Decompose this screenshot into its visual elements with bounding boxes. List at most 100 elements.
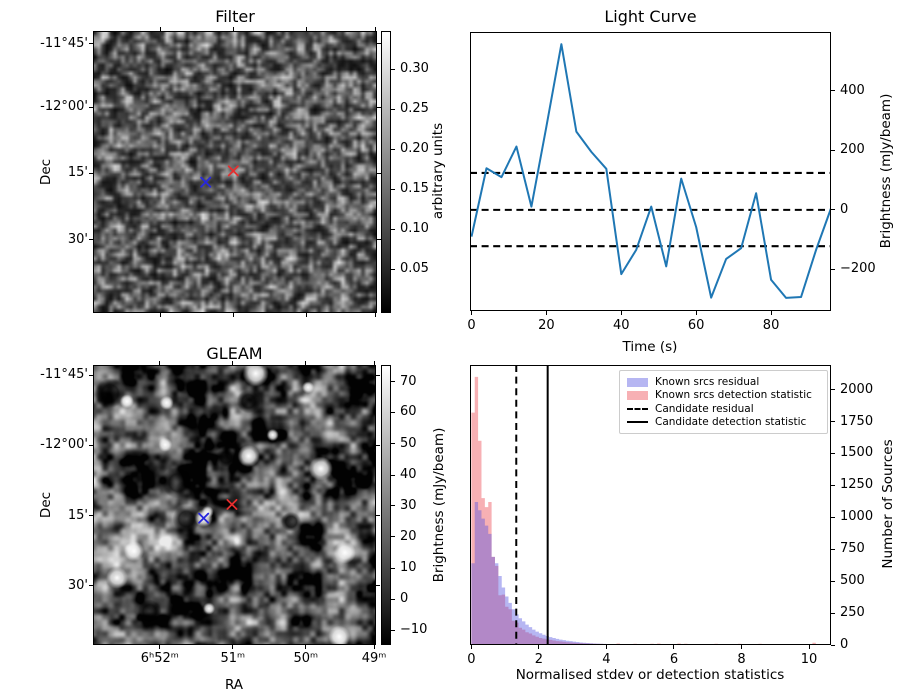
filter-dec-tick bbox=[89, 106, 93, 108]
light-curve-x-tick-label: 20 bbox=[538, 318, 555, 333]
histogram-y-tick-label: 1500 bbox=[840, 445, 874, 461]
light-curve-y-tick-label: 0 bbox=[840, 201, 849, 217]
gleam-ra-tick bbox=[159, 645, 161, 649]
filter-dec-tick bbox=[89, 239, 93, 241]
filter-colorbar-tick-label: 0.15 bbox=[400, 181, 429, 197]
histogram-x-tick-label: 2 bbox=[534, 652, 544, 667]
filter-ra-tick bbox=[159, 313, 161, 317]
histogram-y-tick-label: 250 bbox=[840, 604, 865, 620]
light-curve-x-tick bbox=[695, 311, 697, 315]
filter-colorbar-tick-label: 0.25 bbox=[400, 101, 429, 117]
legend-swatch-known-residual bbox=[627, 377, 648, 387]
filter-colorbar-tick bbox=[391, 148, 395, 150]
histogram-y-tick-label: 1750 bbox=[840, 413, 874, 429]
filter-colorbar-tick-label: 0.05 bbox=[400, 261, 429, 277]
histogram-xlabel: Normalised stdev or detection statistics bbox=[515, 667, 785, 683]
gleam-dec-tick bbox=[376, 585, 380, 587]
gleam-xlabel: RA bbox=[224, 677, 244, 693]
legend-label-candidate-detection: Candidate detection statistic bbox=[655, 415, 807, 428]
histogram-y-tick bbox=[831, 580, 835, 582]
light-curve-axes-border bbox=[470, 32, 831, 311]
filter-ra-tick bbox=[232, 313, 234, 317]
legend-swatch-candidate-residual bbox=[627, 407, 648, 410]
legend-item-known-residual: Known srcs residual bbox=[627, 376, 820, 388]
gleam-dec-tick bbox=[89, 374, 93, 376]
histogram-y-tick bbox=[831, 389, 835, 391]
gleam-colorbar-tick bbox=[391, 474, 395, 476]
histogram-x-tick bbox=[605, 645, 607, 649]
gleam-colorbar-tick-label: 50 bbox=[400, 435, 417, 451]
filter-colorbar-label: arbitrary units bbox=[430, 122, 446, 220]
gleam-dec-tick-label: 30' bbox=[67, 577, 88, 593]
gleam-colorbar-tick-label: −10 bbox=[400, 622, 428, 638]
filter-dec-tick-label: 15' bbox=[67, 165, 88, 181]
light-curve-line bbox=[470, 43, 831, 299]
legend-item-candidate-detection: Candidate detection statistic bbox=[627, 416, 820, 428]
candidate-x-marker bbox=[227, 165, 239, 177]
gleam-ra-tick bbox=[232, 361, 234, 365]
histogram-x-tick-label: 0 bbox=[467, 652, 476, 667]
known-source-x-marker bbox=[200, 176, 212, 188]
known-source-x-marker bbox=[198, 512, 210, 524]
light-curve-y-tick bbox=[831, 209, 835, 211]
legend-label-known-detection: Known srcs detection statistic bbox=[655, 389, 812, 402]
histogram-y-tick bbox=[831, 484, 835, 486]
light-curve-y-tick-label: −200 bbox=[840, 261, 876, 277]
filter-colorbar-tick-label: 0.20 bbox=[400, 141, 429, 157]
filter-colorbar bbox=[381, 31, 391, 313]
gleam-marker-overlay bbox=[198, 498, 238, 524]
histogram-series-residual bbox=[471, 502, 813, 645]
histogram-x-tick bbox=[808, 645, 810, 649]
light-curve-x-tick-label: 80 bbox=[762, 318, 780, 333]
histogram-ylabel: Number of Sources bbox=[880, 439, 896, 569]
gleam-ra-tick bbox=[159, 361, 161, 365]
filter-ra-tick bbox=[306, 27, 308, 31]
light-curve-x-tick bbox=[470, 311, 472, 315]
gleam-image bbox=[93, 365, 376, 645]
histogram-axes-border bbox=[470, 365, 831, 645]
legend-item-candidate-residual: Candidate residual bbox=[627, 403, 820, 415]
light-curve-ylabel: Brightness (mJy/beam) bbox=[878, 93, 894, 249]
filter-ra-tick bbox=[374, 313, 376, 317]
light-curve-x-tick-label: 40 bbox=[613, 318, 630, 333]
filter-colorbar-tick-label: 0.30 bbox=[400, 61, 429, 77]
filter-colorbar-tick bbox=[391, 268, 395, 270]
histogram-y-tick bbox=[831, 548, 835, 550]
histogram-y-tick-label: 1000 bbox=[840, 509, 874, 525]
gleam-colorbar-tick bbox=[391, 598, 395, 600]
gleam-colorbar bbox=[381, 365, 391, 645]
gleam-ra-tick-label: 49ᵐ bbox=[361, 651, 387, 666]
gleam-dec-tick-label: 15' bbox=[67, 507, 88, 523]
filter-colorbar-tick bbox=[391, 228, 395, 230]
filter-title: Filter bbox=[215, 7, 255, 26]
histogram-x-tick bbox=[538, 645, 540, 649]
light-curve-y-tick bbox=[831, 149, 835, 151]
filter-colorbar-tick bbox=[391, 68, 395, 70]
histogram-y-tick-label: 750 bbox=[840, 541, 865, 557]
light-curve-x-tick bbox=[545, 311, 547, 315]
histogram-y-tick bbox=[831, 612, 835, 614]
filter-marker-overlay bbox=[200, 165, 239, 188]
histogram-x-tick-label: 6 bbox=[669, 652, 679, 667]
gleam-colorbar-tick-label: 70 bbox=[400, 373, 417, 389]
legend-swatch-known-detection bbox=[627, 390, 648, 400]
gleam-dec-tick bbox=[89, 444, 93, 446]
filter-dec-tick bbox=[377, 43, 381, 45]
light-curve-y-tick-label: 200 bbox=[840, 142, 865, 158]
gleam-ra-tick bbox=[305, 361, 307, 365]
histogram-x-tick-label: 4 bbox=[602, 652, 611, 667]
gleam-colorbar-tick bbox=[391, 411, 395, 413]
filter-dec-tick-label: -12°00' bbox=[40, 99, 88, 115]
filter-dec-tick bbox=[89, 172, 93, 174]
filter-colorbar-tick bbox=[391, 188, 395, 190]
gleam-colorbar-tick-label: 40 bbox=[400, 466, 417, 482]
legend: Known srcs residual Known srcs detection… bbox=[619, 370, 828, 434]
legend-label-known-residual: Known srcs residual bbox=[655, 376, 760, 388]
gleam-dec-tick bbox=[376, 374, 380, 376]
light-curve-x-tick bbox=[770, 311, 772, 315]
filter-dec-tick bbox=[89, 43, 93, 45]
histogram-y-tick bbox=[831, 452, 835, 454]
filter-ra-tick bbox=[306, 313, 308, 317]
light-curve-y-tick bbox=[831, 268, 835, 270]
